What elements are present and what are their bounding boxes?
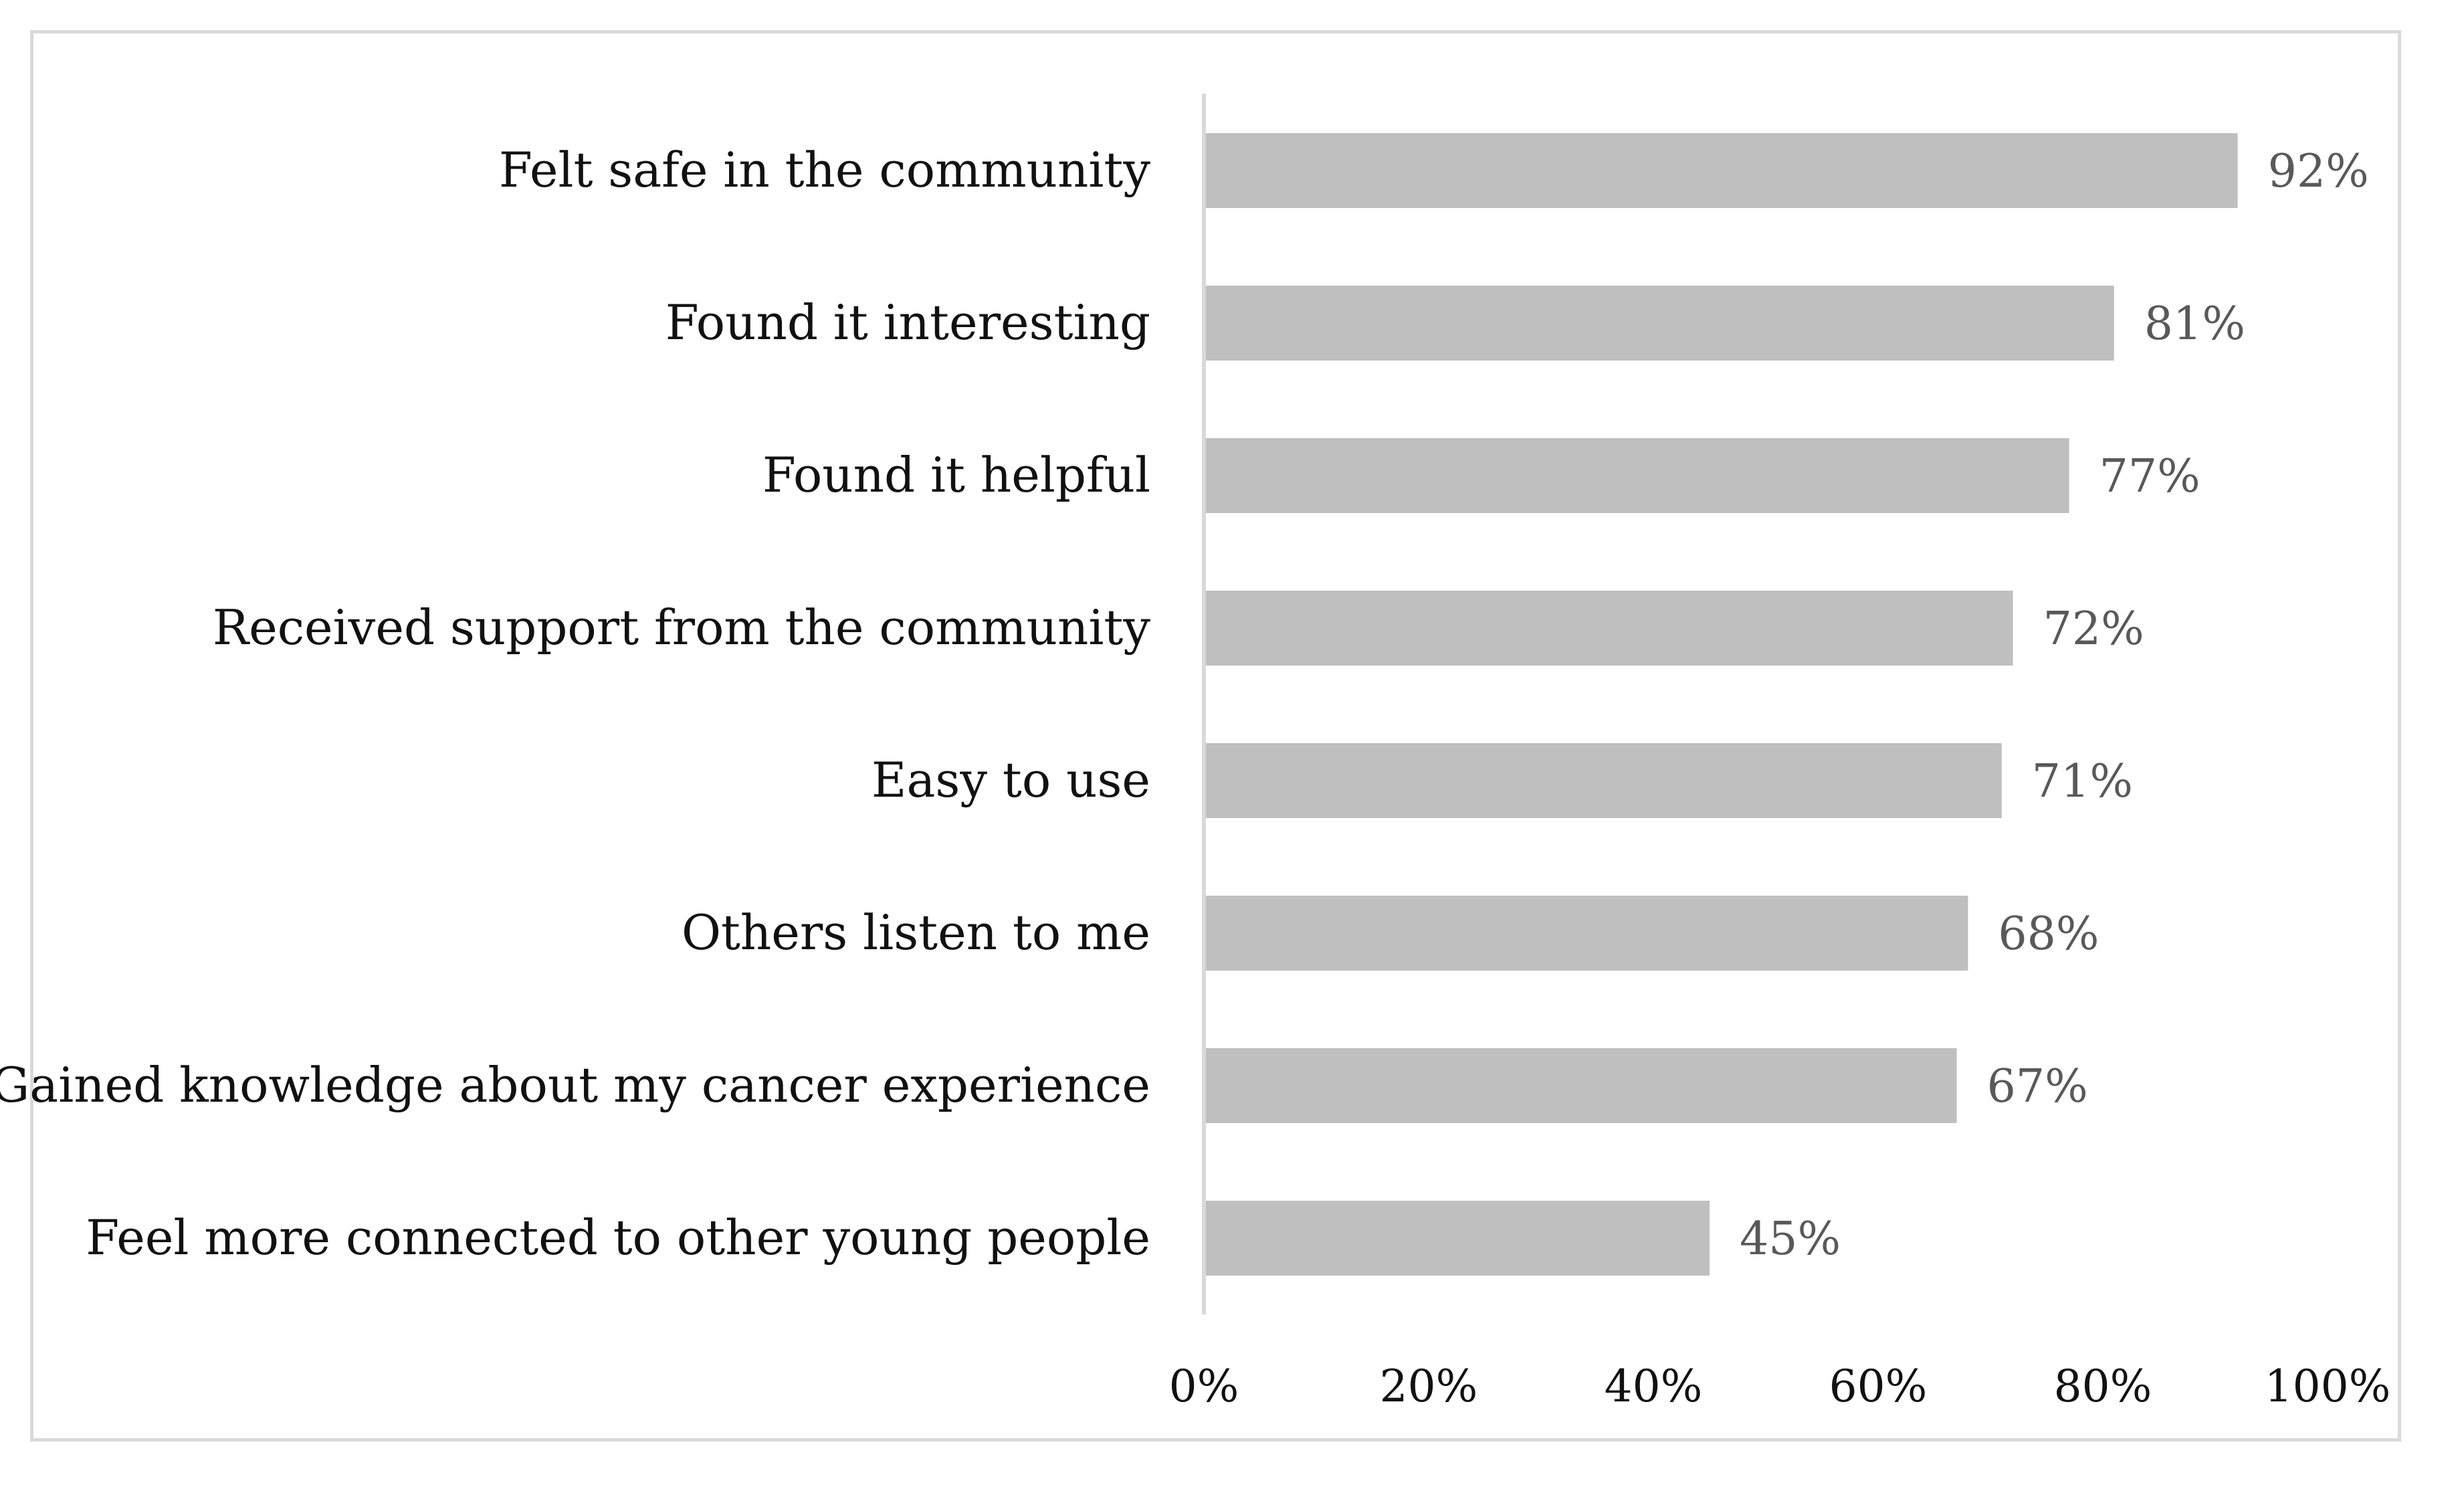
- category-label: Found it interesting: [665, 294, 1150, 351]
- category-label: Received support from the community: [213, 599, 1150, 656]
- x-tick-label: 40%: [1605, 1361, 1703, 1412]
- x-tick-label: 0%: [1169, 1361, 1239, 1412]
- data-label: 77%: [2099, 450, 2200, 503]
- bar: [1206, 286, 2114, 361]
- bar: [1206, 896, 1968, 971]
- category-label: Others listen to me: [682, 904, 1150, 961]
- data-label: 81%: [2144, 298, 2245, 351]
- x-tick-label: 100%: [2265, 1361, 2391, 1412]
- bar: [1206, 133, 2238, 208]
- bar: [1206, 1201, 1710, 1276]
- data-label: 72%: [2043, 603, 2144, 656]
- category-label: Easy to use: [871, 752, 1150, 808]
- category-label: Feel more connected to other young peopl…: [86, 1209, 1150, 1266]
- category-label: Felt safe in the community: [499, 142, 1151, 198]
- category-label: Found it helpful: [762, 447, 1150, 503]
- category-label: Gained knowledge about my cancer experie…: [0, 1057, 1150, 1113]
- bar: [1206, 743, 2002, 818]
- x-tick-label: 20%: [1380, 1361, 1478, 1412]
- data-label: 92%: [2268, 145, 2369, 198]
- bar: [1206, 438, 2069, 513]
- data-label: 67%: [1987, 1060, 2088, 1113]
- data-label: 71%: [2032, 755, 2133, 808]
- bar: [1206, 591, 2013, 666]
- bar: [1206, 1048, 1957, 1123]
- x-tick-label: 60%: [1829, 1361, 1928, 1412]
- x-tick-label: 80%: [2054, 1361, 2152, 1412]
- data-label: 68%: [1998, 908, 2099, 961]
- data-label: 45%: [1740, 1213, 1841, 1266]
